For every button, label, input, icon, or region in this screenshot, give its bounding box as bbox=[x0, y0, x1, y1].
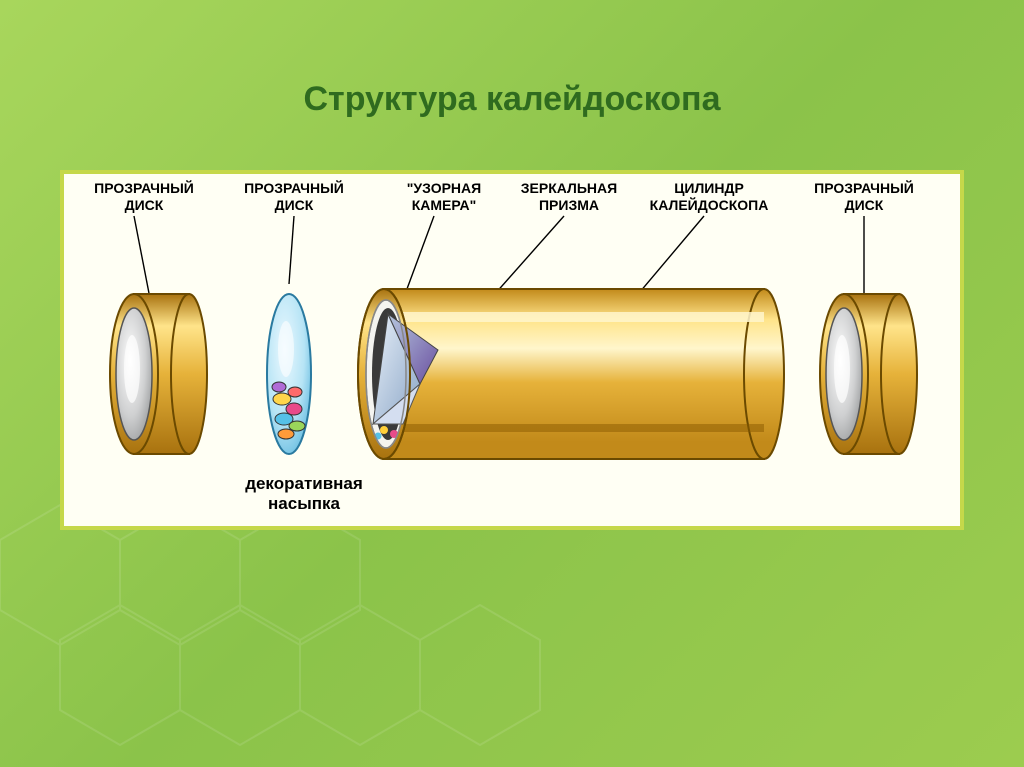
slide-title: Структура калейдоскопа bbox=[0, 80, 1024, 119]
kaleidoscope-diagram bbox=[64, 174, 960, 526]
part-blue-disc bbox=[267, 294, 311, 454]
part-endcap-right bbox=[820, 294, 917, 454]
part-endcap-left bbox=[110, 294, 207, 454]
part-main-cylinder bbox=[358, 289, 784, 459]
slide: Структура калейдоскопа ПРОЗРАЧНЫЙ ДИСК П… bbox=[0, 0, 1024, 767]
diagram-frame: ПРОЗРАЧНЫЙ ДИСК ПРОЗРАЧНЫЙ ДИСК "УЗОРНАЯ… bbox=[60, 170, 964, 530]
